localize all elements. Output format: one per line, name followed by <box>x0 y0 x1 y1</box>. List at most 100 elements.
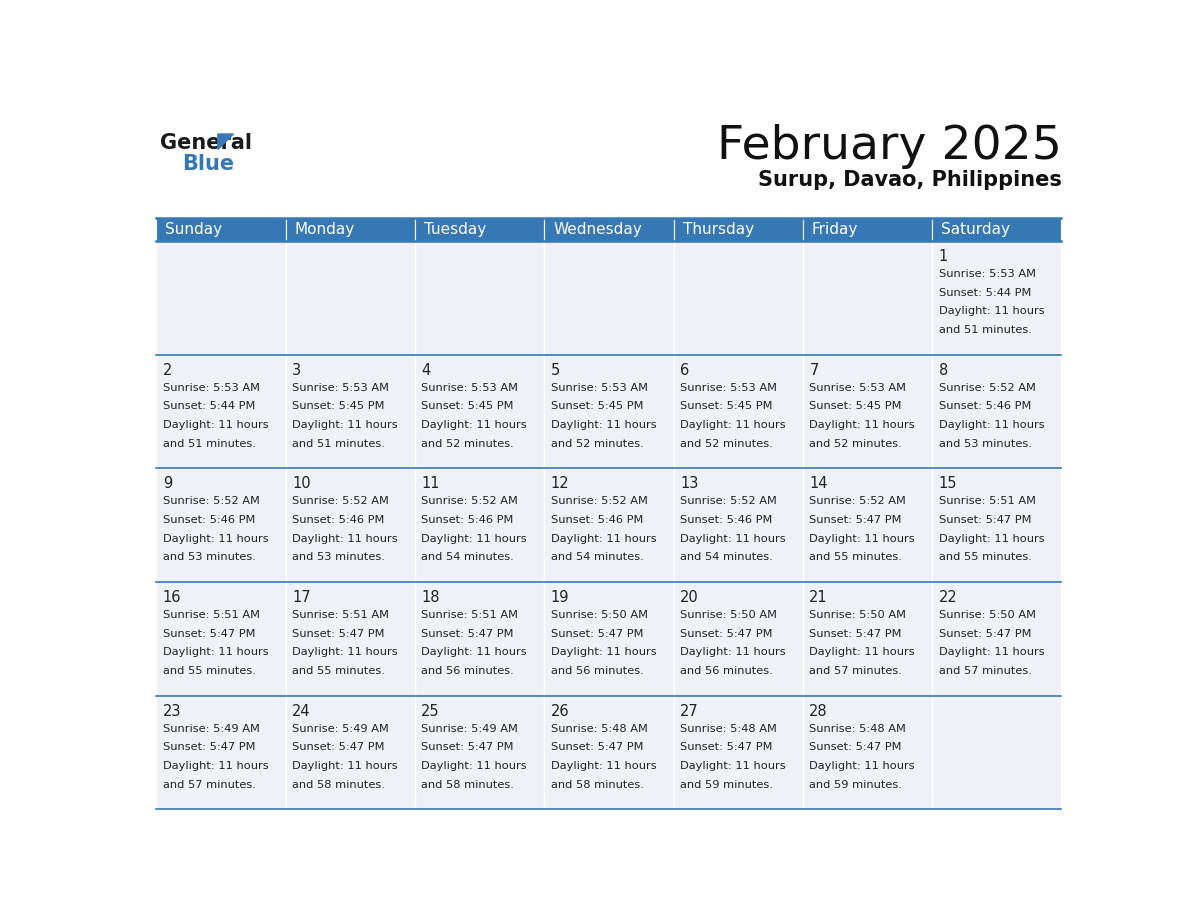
Bar <box>933 354 1061 468</box>
Text: 28: 28 <box>809 703 828 719</box>
Text: Sunrise: 5:51 AM: Sunrise: 5:51 AM <box>292 610 388 620</box>
Bar <box>803 582 933 696</box>
Bar <box>415 241 544 354</box>
Text: Monday: Monday <box>295 222 355 237</box>
Text: February 2025: February 2025 <box>716 124 1061 169</box>
Bar <box>544 354 674 468</box>
Text: Wednesday: Wednesday <box>554 222 642 237</box>
Text: Sunrise: 5:50 AM: Sunrise: 5:50 AM <box>809 610 906 620</box>
Text: Sunset: 5:47 PM: Sunset: 5:47 PM <box>422 629 514 639</box>
Text: Daylight: 11 hours: Daylight: 11 hours <box>551 647 656 657</box>
Text: Sunset: 5:45 PM: Sunset: 5:45 PM <box>680 401 772 411</box>
Text: and 57 minutes.: and 57 minutes. <box>809 666 902 677</box>
Text: and 54 minutes.: and 54 minutes. <box>551 553 644 563</box>
Text: Sunrise: 5:51 AM: Sunrise: 5:51 AM <box>939 497 1036 506</box>
Text: Sunset: 5:47 PM: Sunset: 5:47 PM <box>292 743 385 752</box>
Text: Sunrise: 5:52 AM: Sunrise: 5:52 AM <box>551 497 647 506</box>
Text: 14: 14 <box>809 476 828 491</box>
Text: Sunset: 5:46 PM: Sunset: 5:46 PM <box>939 401 1031 411</box>
Polygon shape <box>217 134 233 150</box>
Text: Daylight: 11 hours: Daylight: 11 hours <box>292 761 398 771</box>
Text: Sunrise: 5:53 AM: Sunrise: 5:53 AM <box>163 383 260 393</box>
Text: Surup, Davao, Philippines: Surup, Davao, Philippines <box>758 170 1061 190</box>
Text: Daylight: 11 hours: Daylight: 11 hours <box>551 761 656 771</box>
Text: Sunset: 5:47 PM: Sunset: 5:47 PM <box>551 743 643 752</box>
Bar <box>415 696 544 810</box>
Text: and 54 minutes.: and 54 minutes. <box>422 553 514 563</box>
Text: and 59 minutes.: and 59 minutes. <box>809 779 902 789</box>
Text: and 55 minutes.: and 55 minutes. <box>163 666 255 677</box>
Text: Sunrise: 5:53 AM: Sunrise: 5:53 AM <box>422 383 518 393</box>
Text: Sunrise: 5:53 AM: Sunrise: 5:53 AM <box>551 383 647 393</box>
Text: Blue: Blue <box>182 153 234 174</box>
Bar <box>803 218 933 241</box>
Text: Sunrise: 5:49 AM: Sunrise: 5:49 AM <box>163 723 260 733</box>
Text: Sunset: 5:46 PM: Sunset: 5:46 PM <box>422 515 513 525</box>
Text: and 54 minutes.: and 54 minutes. <box>680 553 772 563</box>
Text: 20: 20 <box>680 590 699 605</box>
Text: and 55 minutes.: and 55 minutes. <box>809 553 902 563</box>
Text: Daylight: 11 hours: Daylight: 11 hours <box>551 420 656 430</box>
Text: 19: 19 <box>551 590 569 605</box>
Bar <box>285 582 415 696</box>
Bar <box>933 582 1061 696</box>
Text: General: General <box>160 133 252 153</box>
Text: Daylight: 11 hours: Daylight: 11 hours <box>551 533 656 543</box>
Bar <box>157 218 285 241</box>
Text: Sunset: 5:47 PM: Sunset: 5:47 PM <box>939 515 1031 525</box>
Bar <box>415 468 544 582</box>
Text: 25: 25 <box>422 703 440 719</box>
Bar <box>157 582 285 696</box>
Text: Sunrise: 5:52 AM: Sunrise: 5:52 AM <box>292 497 388 506</box>
Bar <box>933 241 1061 354</box>
Text: 6: 6 <box>680 363 689 377</box>
Text: 2: 2 <box>163 363 172 377</box>
Text: Sunrise: 5:53 AM: Sunrise: 5:53 AM <box>939 269 1036 279</box>
Text: Sunset: 5:45 PM: Sunset: 5:45 PM <box>551 401 643 411</box>
Bar <box>933 468 1061 582</box>
Text: Sunrise: 5:50 AM: Sunrise: 5:50 AM <box>551 610 647 620</box>
Text: Daylight: 11 hours: Daylight: 11 hours <box>809 647 915 657</box>
Text: 9: 9 <box>163 476 172 491</box>
Text: Saturday: Saturday <box>941 222 1010 237</box>
Text: Sunrise: 5:53 AM: Sunrise: 5:53 AM <box>292 383 388 393</box>
Text: Sunday: Sunday <box>165 222 222 237</box>
Text: Daylight: 11 hours: Daylight: 11 hours <box>163 647 268 657</box>
Text: Sunrise: 5:51 AM: Sunrise: 5:51 AM <box>422 610 518 620</box>
Bar <box>803 696 933 810</box>
Text: Daylight: 11 hours: Daylight: 11 hours <box>939 533 1044 543</box>
Text: Sunset: 5:45 PM: Sunset: 5:45 PM <box>809 401 902 411</box>
Text: Daylight: 11 hours: Daylight: 11 hours <box>939 647 1044 657</box>
Text: Sunrise: 5:50 AM: Sunrise: 5:50 AM <box>939 610 1036 620</box>
Bar <box>544 582 674 696</box>
Text: 21: 21 <box>809 590 828 605</box>
Text: 3: 3 <box>292 363 301 377</box>
Text: and 59 minutes.: and 59 minutes. <box>680 779 773 789</box>
Text: and 52 minutes.: and 52 minutes. <box>551 439 644 449</box>
Text: Daylight: 11 hours: Daylight: 11 hours <box>680 533 785 543</box>
Bar <box>933 218 1061 241</box>
Bar <box>803 354 933 468</box>
Text: Daylight: 11 hours: Daylight: 11 hours <box>809 761 915 771</box>
Text: Daylight: 11 hours: Daylight: 11 hours <box>163 533 268 543</box>
Text: Sunset: 5:47 PM: Sunset: 5:47 PM <box>809 515 902 525</box>
Text: Sunset: 5:46 PM: Sunset: 5:46 PM <box>680 515 772 525</box>
Bar <box>803 241 933 354</box>
Text: Sunrise: 5:53 AM: Sunrise: 5:53 AM <box>809 383 906 393</box>
Bar <box>933 696 1061 810</box>
Text: Sunset: 5:45 PM: Sunset: 5:45 PM <box>292 401 385 411</box>
Bar <box>285 696 415 810</box>
Text: and 58 minutes.: and 58 minutes. <box>292 779 385 789</box>
Bar <box>674 582 803 696</box>
Text: 10: 10 <box>292 476 310 491</box>
Text: Sunset: 5:47 PM: Sunset: 5:47 PM <box>292 629 385 639</box>
Text: Daylight: 11 hours: Daylight: 11 hours <box>292 647 398 657</box>
Bar <box>157 241 285 354</box>
Bar <box>544 468 674 582</box>
Bar <box>285 241 415 354</box>
Text: and 56 minutes.: and 56 minutes. <box>551 666 644 677</box>
Bar <box>285 218 415 241</box>
Text: and 58 minutes.: and 58 minutes. <box>422 779 514 789</box>
Text: Tuesday: Tuesday <box>424 222 486 237</box>
Text: Sunset: 5:47 PM: Sunset: 5:47 PM <box>680 629 772 639</box>
